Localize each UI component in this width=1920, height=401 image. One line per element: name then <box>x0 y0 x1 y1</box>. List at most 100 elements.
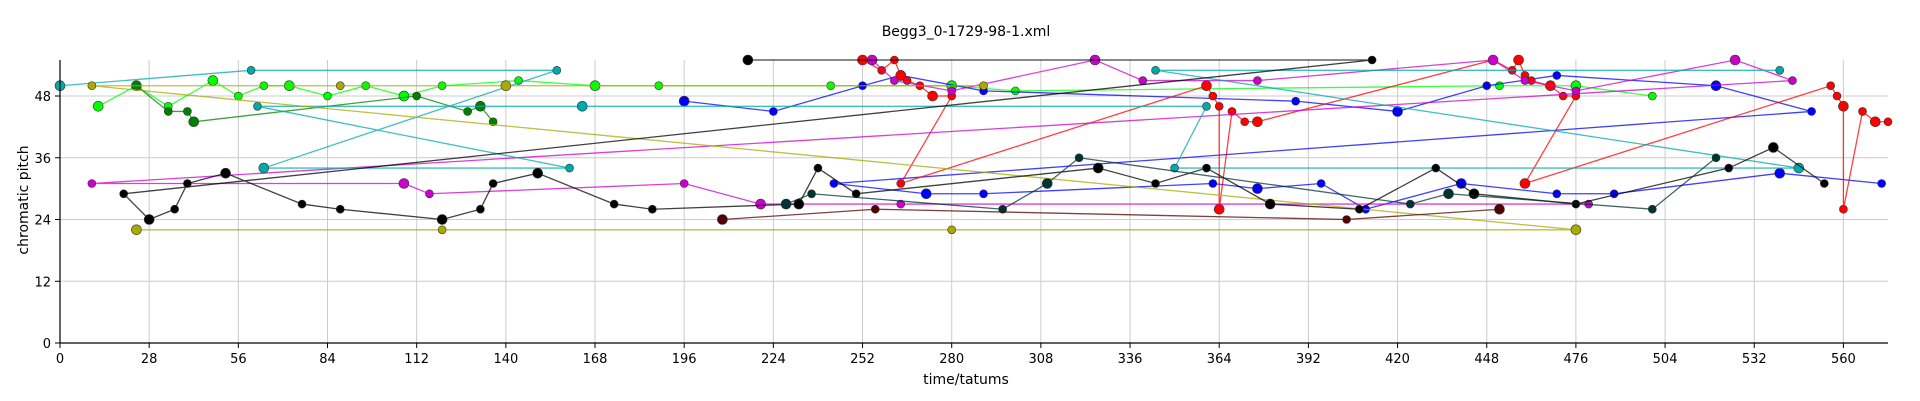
data-point <box>870 204 880 214</box>
data-point <box>1405 199 1415 209</box>
x-tick-label: 28 <box>141 352 158 367</box>
data-series <box>54 54 1893 236</box>
series-1 <box>131 80 498 128</box>
data-point <box>1138 76 1148 85</box>
data-point <box>1316 179 1326 188</box>
data-point <box>476 204 485 214</box>
data-point <box>755 198 766 210</box>
x-tick-label: 0 <box>56 352 64 367</box>
data-point <box>1513 54 1524 66</box>
series-8 <box>780 153 1721 214</box>
x-tick-label: 448 <box>1474 352 1499 367</box>
series-line <box>91 59 1793 205</box>
data-point <box>1041 178 1053 189</box>
data-point <box>1092 162 1104 174</box>
x-tick-label: 84 <box>319 352 336 367</box>
data-point <box>565 163 574 173</box>
series-6 <box>87 80 1582 236</box>
x-tick-label: 56 <box>230 352 247 367</box>
data-point <box>335 204 345 214</box>
series-line <box>97 79 1653 108</box>
series-9 <box>717 203 1505 225</box>
data-point <box>609 199 619 209</box>
data-point <box>895 70 907 81</box>
data-point <box>813 163 823 173</box>
data-point <box>1253 76 1262 85</box>
data-point <box>463 107 472 116</box>
data-point <box>143 214 155 225</box>
x-tick-label: 252 <box>850 352 875 367</box>
data-point <box>947 225 957 235</box>
data-point <box>927 90 938 102</box>
data-point <box>1208 91 1218 101</box>
data-point <box>1240 117 1249 127</box>
data-point <box>678 95 690 107</box>
data-point <box>92 101 104 112</box>
x-tick-label: 224 <box>761 352 786 367</box>
chart-title: Begg3_0-1729-98-1.xml <box>882 24 1051 40</box>
series-line <box>722 208 1500 221</box>
data-point <box>1213 203 1225 215</box>
data-point <box>896 179 906 188</box>
data-point <box>1519 178 1531 189</box>
data-point <box>1774 167 1786 179</box>
x-tick-label: 140 <box>493 352 518 367</box>
data-point <box>258 162 270 174</box>
x-tick-label: 504 <box>1653 352 1678 367</box>
data-point <box>576 101 588 112</box>
y-tick-label: 36 <box>34 152 51 167</box>
data-point <box>398 90 410 102</box>
data-point <box>717 214 728 225</box>
data-point <box>398 178 410 189</box>
data-point <box>188 116 200 128</box>
series-line <box>91 85 1576 231</box>
data-point <box>1011 86 1020 96</box>
data-point <box>87 179 97 188</box>
data-point <box>1826 81 1835 91</box>
data-point <box>1431 163 1441 173</box>
x-tick-label: 168 <box>583 352 608 367</box>
data-point <box>877 65 886 75</box>
data-point <box>979 189 988 199</box>
data-point <box>425 189 434 199</box>
data-point <box>1252 183 1263 194</box>
data-point <box>1208 179 1218 188</box>
data-point <box>500 80 512 92</box>
series-4 <box>87 54 1797 210</box>
x-tick-label: 112 <box>404 352 429 367</box>
data-point <box>207 75 219 86</box>
data-point <box>1877 179 1886 188</box>
data-point <box>1858 107 1867 116</box>
data-point <box>1264 198 1276 210</box>
series-7 <box>119 54 1829 225</box>
data-point <box>1839 204 1848 214</box>
data-point <box>1494 203 1505 215</box>
data-point <box>323 91 332 101</box>
data-point <box>1482 81 1492 91</box>
data-point <box>1793 162 1805 174</box>
data-point <box>1820 179 1829 188</box>
data-point <box>335 81 345 91</box>
data-point <box>163 107 173 116</box>
data-point <box>87 81 97 91</box>
data-point <box>436 214 448 225</box>
x-tick-label: 336 <box>1118 352 1143 367</box>
x-tick-label: 364 <box>1207 352 1232 367</box>
data-point <box>1832 91 1842 101</box>
data-point <box>998 204 1007 214</box>
data-point <box>234 91 243 101</box>
data-point <box>253 102 262 111</box>
data-point <box>1201 80 1212 92</box>
data-point <box>170 204 179 214</box>
data-point <box>183 107 192 116</box>
data-point <box>220 167 231 179</box>
data-point <box>769 107 778 116</box>
data-point <box>1468 188 1480 200</box>
data-point <box>890 76 899 85</box>
data-point <box>1227 107 1237 116</box>
x-tick-label: 476 <box>1563 352 1588 367</box>
data-point <box>1788 76 1797 85</box>
data-point <box>183 179 192 188</box>
series-line <box>684 74 1882 210</box>
